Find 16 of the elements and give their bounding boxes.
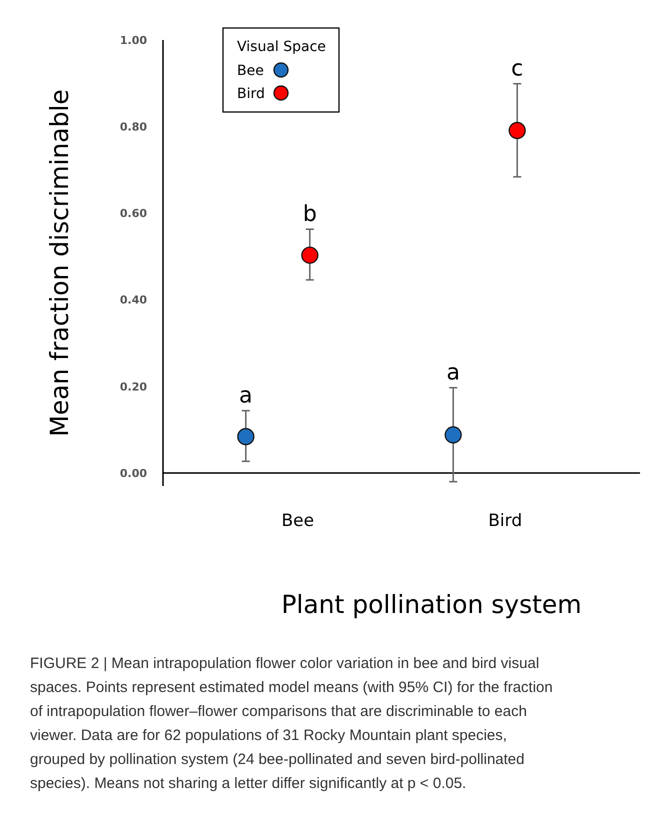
- annotation: a: [239, 384, 253, 409]
- annotation: b: [302, 202, 317, 228]
- legend-label: Bee: [237, 63, 264, 79]
- legend-title: Visual Space: [237, 39, 326, 55]
- y-tick-label: 0.00: [120, 466, 148, 480]
- y-tick-label: 0.20: [120, 380, 148, 394]
- annotation: c: [511, 56, 524, 82]
- caption: FIGURE 2 | Mean intrapopulation flower color variation in bee and bird visual spaces. Points represent estimated model means (with 95% CI) for the fraction of intrapopulation flower–flower comparisons that are discriminable to each viewer. Data are for 62 populations of 31 Rocky Mountain plant species, grouped by pollination system (24 bee-pollinated and seven bird-pollinated species). Means not sharing a letter differ significantly at p < 0.05.: [30, 655, 553, 792]
- y-axis-title: Mean fraction discriminable: [45, 89, 74, 437]
- y-tick-label: 0.60: [120, 207, 148, 220]
- x-axis-title: Plant pollination system: [281, 590, 582, 619]
- legend-label: Bird: [237, 86, 265, 102]
- annotation: a: [446, 360, 460, 386]
- y-tick-label: 0.40: [120, 294, 148, 307]
- y-tick-label: 1.00: [120, 34, 148, 47]
- y-tick-label: 0.80: [120, 120, 148, 134]
